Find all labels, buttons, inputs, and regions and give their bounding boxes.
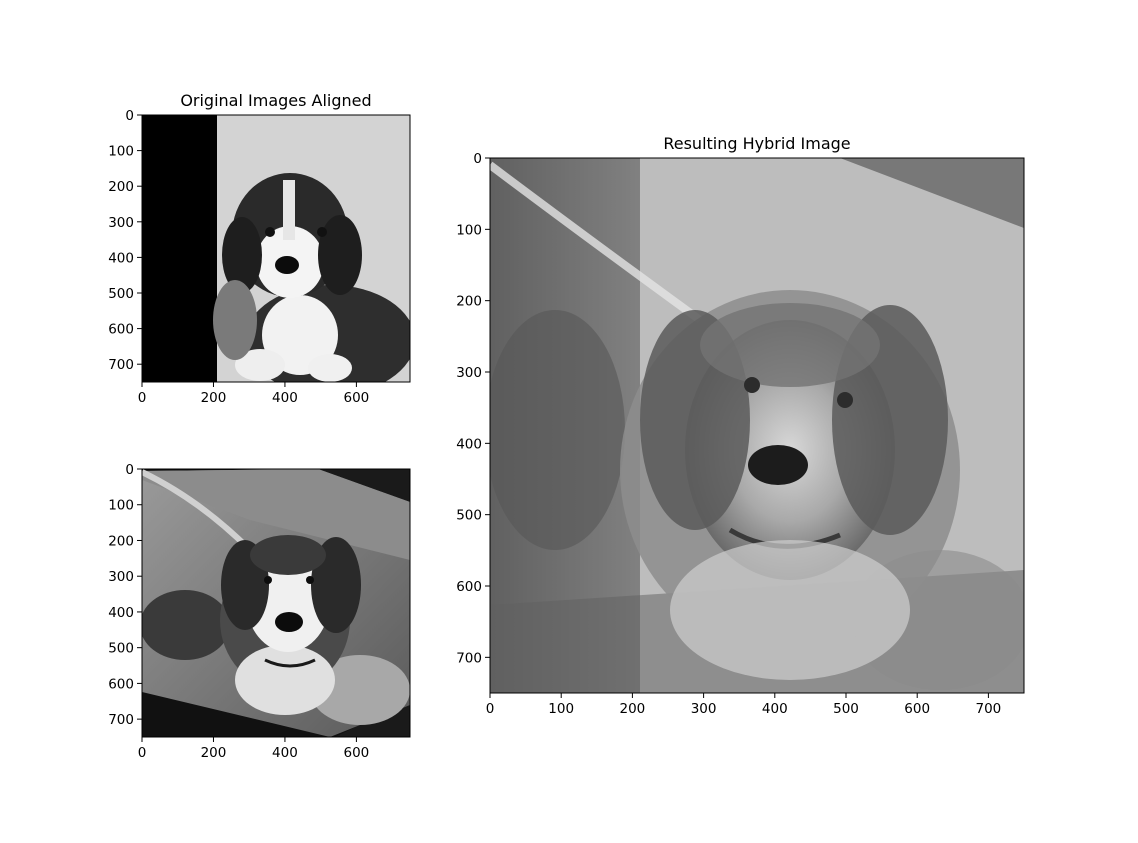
x-ticks: 0 100 200 300 400 500 600 700	[486, 693, 1002, 717]
x-tick-label: 600	[344, 745, 370, 761]
y-tick-label: 200	[108, 179, 134, 195]
y-tick-label: 700	[108, 357, 134, 373]
x-tick-label: 200	[620, 701, 646, 717]
y-tick-label: 0	[125, 462, 134, 478]
y-tick-label: 100	[456, 222, 482, 238]
x-tick-label: 400	[272, 390, 298, 406]
axes-original-aligned: Original Images Aligned 0 200 400 600 0 100 2…	[108, 91, 411, 406]
x-tick-label: 400	[762, 701, 788, 717]
st-bernard-image	[142, 469, 410, 737]
y-tick-label: 0	[473, 151, 482, 167]
x-tick-label: 400	[272, 745, 298, 761]
y-tick-label: 400	[108, 605, 134, 621]
y-tick-label: 300	[108, 569, 134, 585]
y-tick-label: 500	[108, 641, 134, 657]
x-tick-label: 700	[976, 701, 1002, 717]
y-tick-label: 700	[108, 712, 134, 728]
y-tick-label: 200	[108, 533, 134, 549]
y-ticks: 0 100 200 300 400 500 600 700	[108, 108, 142, 373]
x-tick-label: 0	[486, 701, 495, 717]
x-tick-label: 500	[833, 701, 859, 717]
y-tick-label: 500	[456, 508, 482, 524]
y-tick-label: 0	[125, 108, 134, 124]
y-tick-label: 600	[456, 579, 482, 595]
x-tick-label: 300	[691, 701, 717, 717]
y-tick-label: 400	[456, 436, 482, 452]
y-tick-label: 400	[108, 250, 134, 266]
y-tick-label: 300	[456, 365, 482, 381]
x-tick-label: 200	[201, 390, 227, 406]
y-ticks: 0 100 200 300 400 500 600 700	[108, 462, 142, 728]
y-tick-label: 100	[108, 498, 134, 514]
y-ticks: 0 100 200 300 400 500 600 700	[456, 151, 490, 666]
y-tick-label: 700	[456, 650, 482, 666]
x-tick-label: 200	[201, 745, 227, 761]
x-tick-label: 0	[138, 745, 147, 761]
hybrid-image	[490, 158, 1024, 693]
y-tick-label: 600	[108, 322, 134, 338]
y-tick-label: 100	[108, 144, 134, 160]
x-ticks: 0 200 400 600	[138, 737, 370, 761]
x-tick-label: 600	[904, 701, 930, 717]
x-ticks: 0 200 400 600	[138, 382, 370, 406]
axes-hybrid: Resulting Hybrid Image 0 100 200 300 400 500 6…	[456, 134, 1025, 717]
puppy-image	[142, 115, 410, 382]
axes-st-bernard: 0 200 400 600 0 100 200 300 400 500 600 700	[108, 462, 411, 761]
y-tick-label: 500	[108, 286, 134, 302]
axes-title: Original Images Aligned	[180, 91, 371, 110]
y-tick-label: 200	[456, 294, 482, 310]
y-tick-label: 600	[108, 676, 134, 692]
x-tick-label: 0	[138, 390, 147, 406]
x-tick-label: 600	[344, 390, 370, 406]
x-tick-label: 100	[548, 701, 574, 717]
axes-title: Resulting Hybrid Image	[663, 134, 850, 153]
y-tick-label: 300	[108, 215, 134, 231]
